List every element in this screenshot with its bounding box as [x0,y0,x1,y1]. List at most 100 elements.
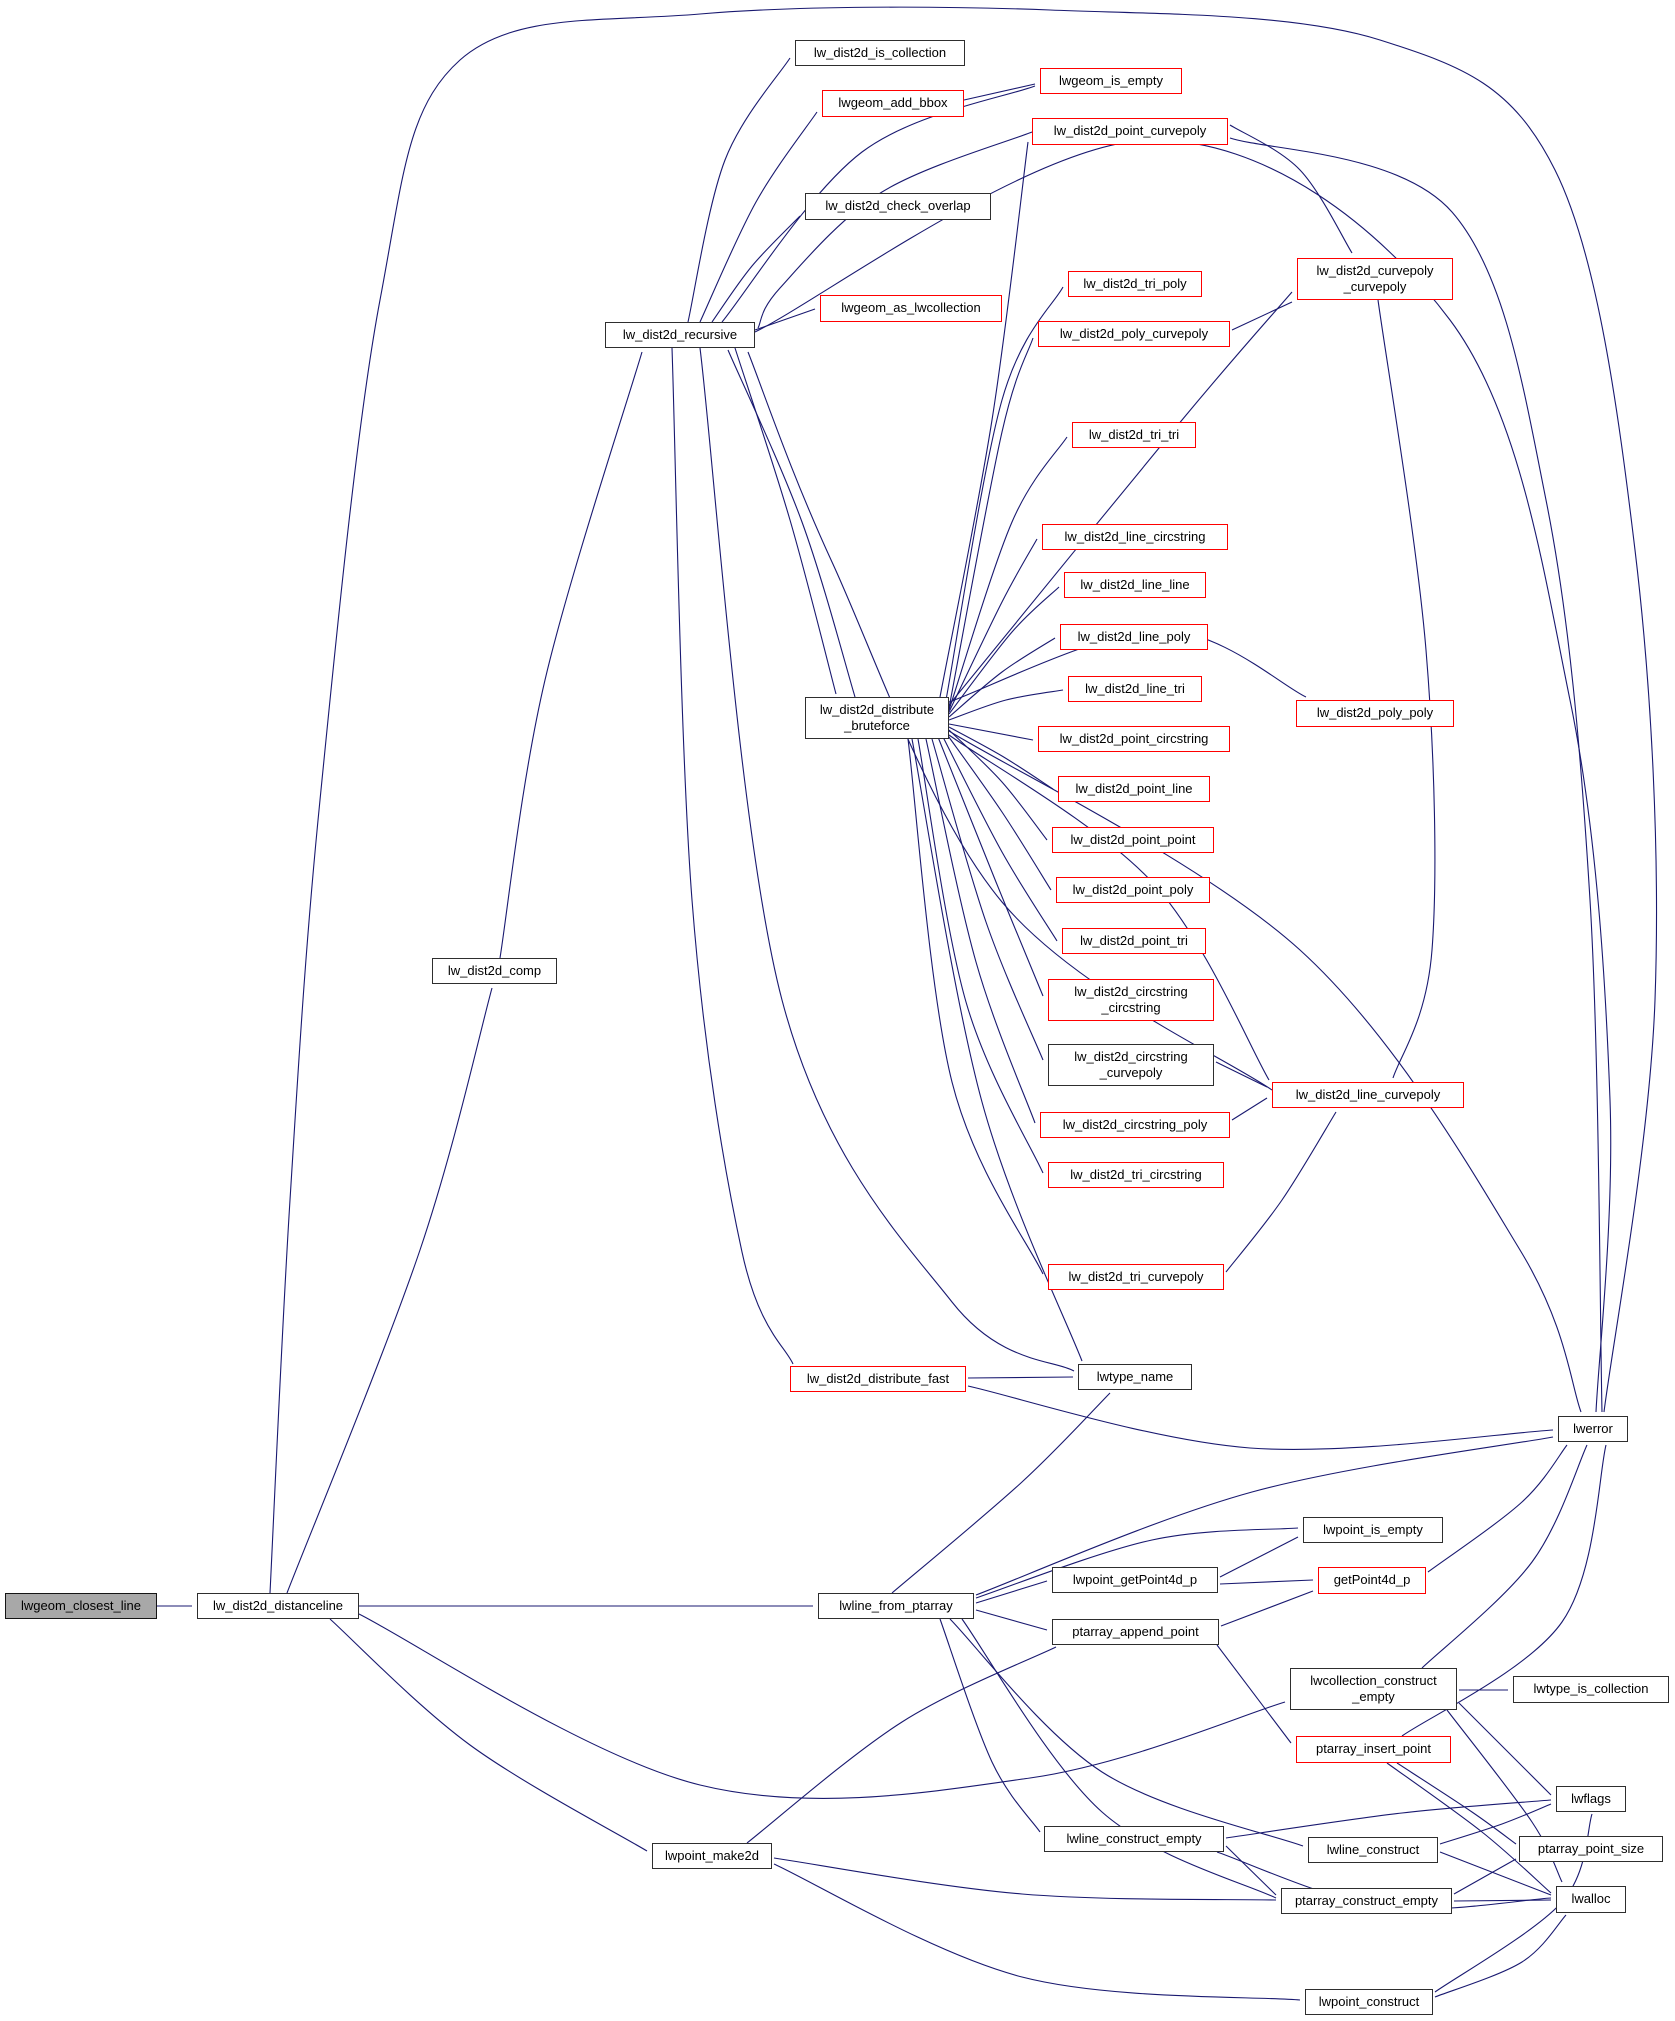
graph-node-label: lw_dist2d_point_tri [1080,932,1188,948]
graph-node-line_tri[interactable]: lw_dist2d_line_tri [1068,676,1202,702]
graph-node-label: ptarray_insert_point [1316,1741,1431,1757]
call-edge-bruteforce-to-point_point [948,729,1048,841]
call-edge-recursive-to-is_collection [687,57,791,323]
graph-node-line_poly[interactable]: lw_dist2d_line_poly [1060,624,1208,650]
graph-node-recursive[interactable]: lw_dist2d_recursive [605,322,755,348]
graph-node-point_point[interactable]: lw_dist2d_point_point [1052,827,1214,853]
graph-node-distanceline[interactable]: lw_dist2d_distanceline [197,1593,359,1619]
call-edge-add_bbox-to-is_empty [963,83,1036,101]
graph-node-tri_tri[interactable]: lw_dist2d_tri_tri [1072,422,1196,448]
call-edge-bruteforce-to-circstring_curvepoly [931,738,1044,1061]
graph-node-line_curvepoly[interactable]: lw_dist2d_line_curvepoly [1272,1082,1464,1108]
graph-node-point_poly[interactable]: lw_dist2d_point_poly [1056,877,1210,903]
call-edge-bruteforce-to-point_curvepoly [939,141,1029,698]
graph-node-tri_circstring[interactable]: lw_dist2d_tri_circstring [1048,1162,1224,1188]
call-edge-lwline_construct_empty-to-ptarray_construct_empty [1225,1845,1277,1896]
call-edge-lwline_construct-to-lwflags [1439,1803,1552,1845]
graph-node-tri_curvepoly[interactable]: lw_dist2d_tri_curvepoly [1048,1264,1224,1290]
graph-node-label: lwpoint_getPoint4d_p [1072,1571,1198,1587]
graph-node-lwerror[interactable]: lwerror [1558,1416,1628,1442]
call-edge-recursive-to-lwtype_name [699,347,1075,1372]
call-edge-bruteforce-to-tri_poly [945,286,1064,701]
call-edge-lwline_from_ptarray-to-ptarray_construct_empty [961,1618,1277,1899]
graph-node-point_curvepoly[interactable]: lw_dist2d_point_curvepoly [1032,118,1228,145]
call-edge-ptarray_insert_point-to-ptarray_point_size [1396,1762,1517,1845]
graph-node-label: lw_dist2d_distribute_fast [806,1370,950,1386]
graph-node-comp[interactable]: lw_dist2d_comp [432,958,557,984]
graph-node-label: lw_dist2d_curvepoly [1316,262,1434,278]
graph-node-label: lw_dist2d_line_line [1080,576,1190,592]
call-edge-distribute_fast-to-lwtype_name [967,1376,1074,1379]
graph-node-label: lwgeom_as_lwcollection [841,300,981,316]
graph-node-is_empty[interactable]: lwgeom_is_empty [1040,68,1182,94]
call-edge-distanceline-to-lwpoint_make2d [329,1618,648,1852]
graph-node-label: lwcollection_construct [1310,1672,1437,1688]
graph-node-label: getPoint4d_p [1333,1572,1411,1588]
graph-node-ptarray_construct_empty[interactable]: ptarray_construct_empty [1281,1888,1452,1914]
call-edge-recursive-to-bruteforce [734,347,837,695]
graph-node-label: lw_dist2d_circstring [1074,983,1188,999]
graph-node-label: lw_dist2d_tri_circstring [1070,1166,1202,1182]
graph-node-lwline_from_ptarray[interactable]: lwline_from_ptarray [818,1593,974,1619]
call-edge-circstring_curvepoly-to-line_curvepoly [1215,1061,1268,1088]
graph-node-curvepoly_curvepoly[interactable]: lw_dist2d_curvepoly _curvepoly [1297,258,1453,300]
graph-node-label: lw_dist2d_circstring_poly [1062,1116,1208,1132]
call-edge-bruteforce-to-point_tri [941,734,1058,942]
graph-node-label: lw_dist2d_line_tri [1085,680,1185,696]
graph-node-label: lwpoint_is_empty [1323,1521,1423,1537]
call-edge-circstring_poly-to-line_curvepoly [1231,1097,1268,1121]
graph-node-label: _curvepoly [1343,279,1407,294]
call-edge-lwcollection_construct_empty-to-lwalloc [1446,1709,1563,1883]
call-edge-bruteforce-to-poly_curvepoly [948,337,1034,709]
graph-node-label: lw_dist2d_point_curvepoly [1053,123,1207,139]
graph-node-lwline_construct[interactable]: lwline_construct [1308,1837,1438,1863]
graph-node-poly_curvepoly[interactable]: lw_dist2d_poly_curvepoly [1038,321,1230,347]
graph-node-label: ptarray_point_size [1537,1840,1645,1856]
graph-node-check_overlap[interactable]: lw_dist2d_check_overlap [805,193,991,220]
graph-node-ptarray_insert_point[interactable]: ptarray_insert_point [1296,1736,1451,1763]
graph-node-bruteforce[interactable]: lw_dist2d_distribute _bruteforce [805,697,949,739]
graph-node-lwline_construct_empty[interactable]: lwline_construct_empty [1044,1826,1224,1852]
graph-node-tri_poly[interactable]: lw_dist2d_tri_poly [1068,271,1202,297]
graph-node-closest_line[interactable]: lwgeom_closest_line [5,1593,157,1619]
graph-node-circstring_poly[interactable]: lw_dist2d_circstring_poly [1040,1112,1230,1138]
graph-node-label: lwpoint_make2d [665,1847,759,1863]
graph-node-circstring_circstring[interactable]: lw_dist2d_circstring _circstring [1048,979,1214,1021]
graph-node-getPoint4d_p[interactable]: getPoint4d_p [1318,1567,1426,1594]
graph-node-lwpoint_make2d[interactable]: lwpoint_make2d [652,1843,772,1869]
graph-node-lwpoint_getPoint4d_p[interactable]: lwpoint_getPoint4d_p [1052,1567,1218,1593]
graph-node-label: lwline_construct [1326,1841,1420,1857]
call-edge-distanceline-to-comp [286,987,493,1594]
call-edge-recursive-to-is_empty [721,85,1036,323]
call-edge-distanceline-to-lwcollection_construct_empty [358,1613,1286,1800]
call-edge-bruteforce-to-point_circstring [948,723,1034,741]
graph-node-label: lwline_construct_empty [1066,1830,1202,1846]
graph-node-circstring_curvepoly[interactable]: lw_dist2d_circstring _curvepoly [1048,1044,1214,1086]
graph-node-line_line[interactable]: lw_dist2d_line_line [1064,572,1206,598]
graph-node-ptarray_append_point[interactable]: ptarray_append_point [1052,1619,1219,1645]
graph-node-lwflags[interactable]: lwflags [1556,1786,1626,1812]
graph-node-line_circstring[interactable]: lw_dist2d_line_circstring [1042,524,1228,550]
call-edge-bruteforce-to-line_poly [948,637,1056,718]
graph-node-point_tri[interactable]: lw_dist2d_point_tri [1062,928,1206,954]
graph-node-ptarray_point_size[interactable]: ptarray_point_size [1519,1836,1663,1862]
graph-node-lwcollection_construct_empty[interactable]: lwcollection_construct _empty [1290,1668,1457,1710]
graph-node-lwpoint_construct[interactable]: lwpoint_construct [1305,1989,1433,2015]
graph-node-lwpoint_is_empty[interactable]: lwpoint_is_empty [1303,1517,1443,1543]
graph-node-is_collection[interactable]: lw_dist2d_is_collection [795,40,965,66]
graph-node-label: lw_dist2d_distanceline [212,1597,344,1613]
graph-node-label: lw_dist2d_tri_tri [1088,426,1180,442]
graph-node-as_lwcollection[interactable]: lwgeom_as_lwcollection [820,295,1002,322]
graph-node-label: lw_dist2d_check_overlap [825,198,971,214]
graph-node-distribute_fast[interactable]: lw_dist2d_distribute_fast [790,1366,966,1392]
graph-node-lwtype_is_collection[interactable]: lwtype_is_collection [1513,1676,1669,1703]
graph-node-lwtype_name[interactable]: lwtype_name [1078,1364,1192,1390]
graph-node-lwalloc[interactable]: lwalloc [1556,1886,1626,1913]
graph-node-poly_poly[interactable]: lw_dist2d_poly_poly [1296,700,1454,727]
call-edge-bruteforce-to-point_poly [945,732,1052,891]
graph-node-point_line[interactable]: lw_dist2d_point_line [1058,776,1210,802]
graph-node-point_circstring[interactable]: lw_dist2d_point_circstring [1038,726,1230,752]
graph-node-add_bbox[interactable]: lwgeom_add_bbox [822,90,964,117]
call-edge-lwpoint_make2d-to-lwpoint_construct [773,1863,1301,2001]
